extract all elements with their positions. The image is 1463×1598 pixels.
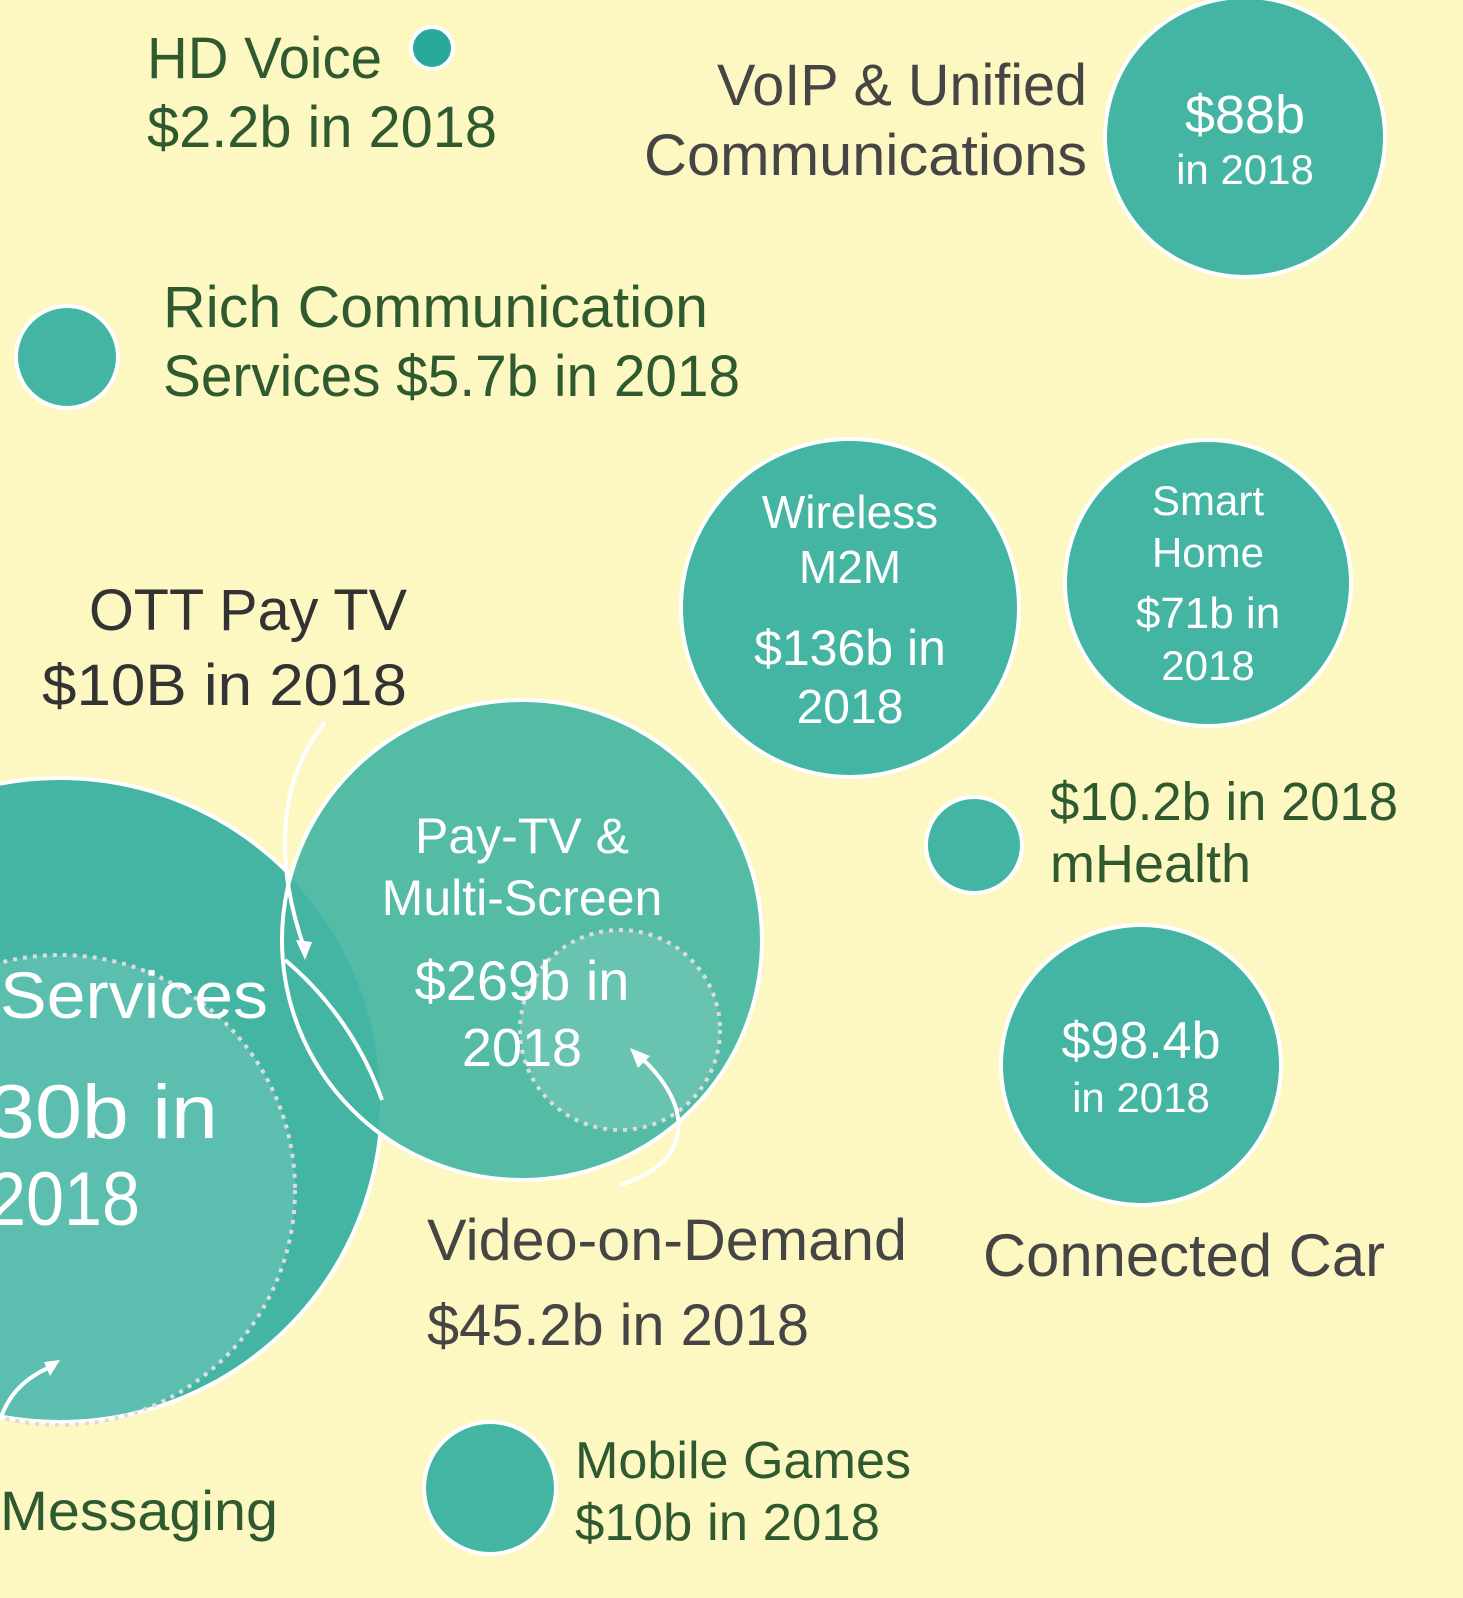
- label: mHealth: [1050, 834, 1251, 894]
- bubble-outline: [283, 958, 384, 1101]
- bubble: [679, 437, 1021, 779]
- bubble-label: in 2018: [1072, 1074, 1210, 1121]
- bubble-label: Smart: [1152, 477, 1264, 524]
- label: Connected Car: [983, 1222, 1385, 1289]
- bubble-label: 2018: [797, 681, 904, 734]
- label: $2.2b in 2018: [147, 95, 497, 160]
- arrowheads: [44, 940, 650, 1376]
- label: OTT Pay TV: [89, 578, 407, 643]
- label: $10B in 2018: [42, 653, 407, 718]
- label: $10.2b in 2018: [1050, 772, 1398, 832]
- label: Messaging: [0, 1479, 278, 1542]
- bubble-label: M2M: [799, 541, 901, 593]
- bubble-label: Home: [1152, 529, 1264, 576]
- bubble-label: Pay-TV &: [415, 808, 629, 864]
- bubble: [924, 795, 1024, 895]
- label: $10b in 2018: [575, 1494, 880, 1552]
- bubble: [14, 304, 120, 410]
- arrow: [619, 1053, 681, 1187]
- bubble-label: 2018: [462, 1018, 582, 1078]
- label: Video-on-Demand: [427, 1208, 907, 1273]
- bubble-label: $88b: [1185, 85, 1305, 145]
- bubble: [409, 25, 455, 71]
- bubble: [422, 1420, 558, 1556]
- bubble: [1063, 438, 1353, 728]
- bubble-label: $71b in: [1136, 589, 1280, 638]
- inner-bubble: [0, 953, 297, 1427]
- label: Rich Communication: [163, 275, 708, 340]
- bubble-label: Multi-Screen: [382, 870, 663, 926]
- bubble: [999, 923, 1283, 1207]
- label: Services $5.7b in 2018: [163, 344, 740, 409]
- arrow: [282, 720, 327, 951]
- bubble-label: 2018: [0, 1157, 140, 1242]
- label: HD Voice: [147, 26, 382, 91]
- bubble-label: Services: [0, 958, 268, 1032]
- bubble-label: in 2018: [1176, 146, 1314, 193]
- label: VoIP & Unified: [717, 53, 1087, 118]
- bubble-label: $269b in: [415, 949, 630, 1012]
- bubble: [1103, 0, 1387, 279]
- bubble-label: 30b in: [0, 1070, 218, 1155]
- bubble-label: $98.4b: [1061, 1012, 1220, 1070]
- inner-bubble: [518, 928, 722, 1132]
- label: Mobile Games: [575, 1432, 911, 1490]
- bubble: [280, 698, 764, 1182]
- label: $45.2b in 2018: [427, 1293, 809, 1358]
- arrowhead: [296, 940, 312, 960]
- arrowhead: [44, 1360, 60, 1376]
- bubble-label: $136b in: [754, 620, 946, 676]
- label: Communications: [644, 123, 1087, 188]
- bubble-label: 2018: [1161, 642, 1254, 689]
- bubble-label: Wireless: [762, 486, 938, 538]
- arrowhead: [630, 1048, 650, 1068]
